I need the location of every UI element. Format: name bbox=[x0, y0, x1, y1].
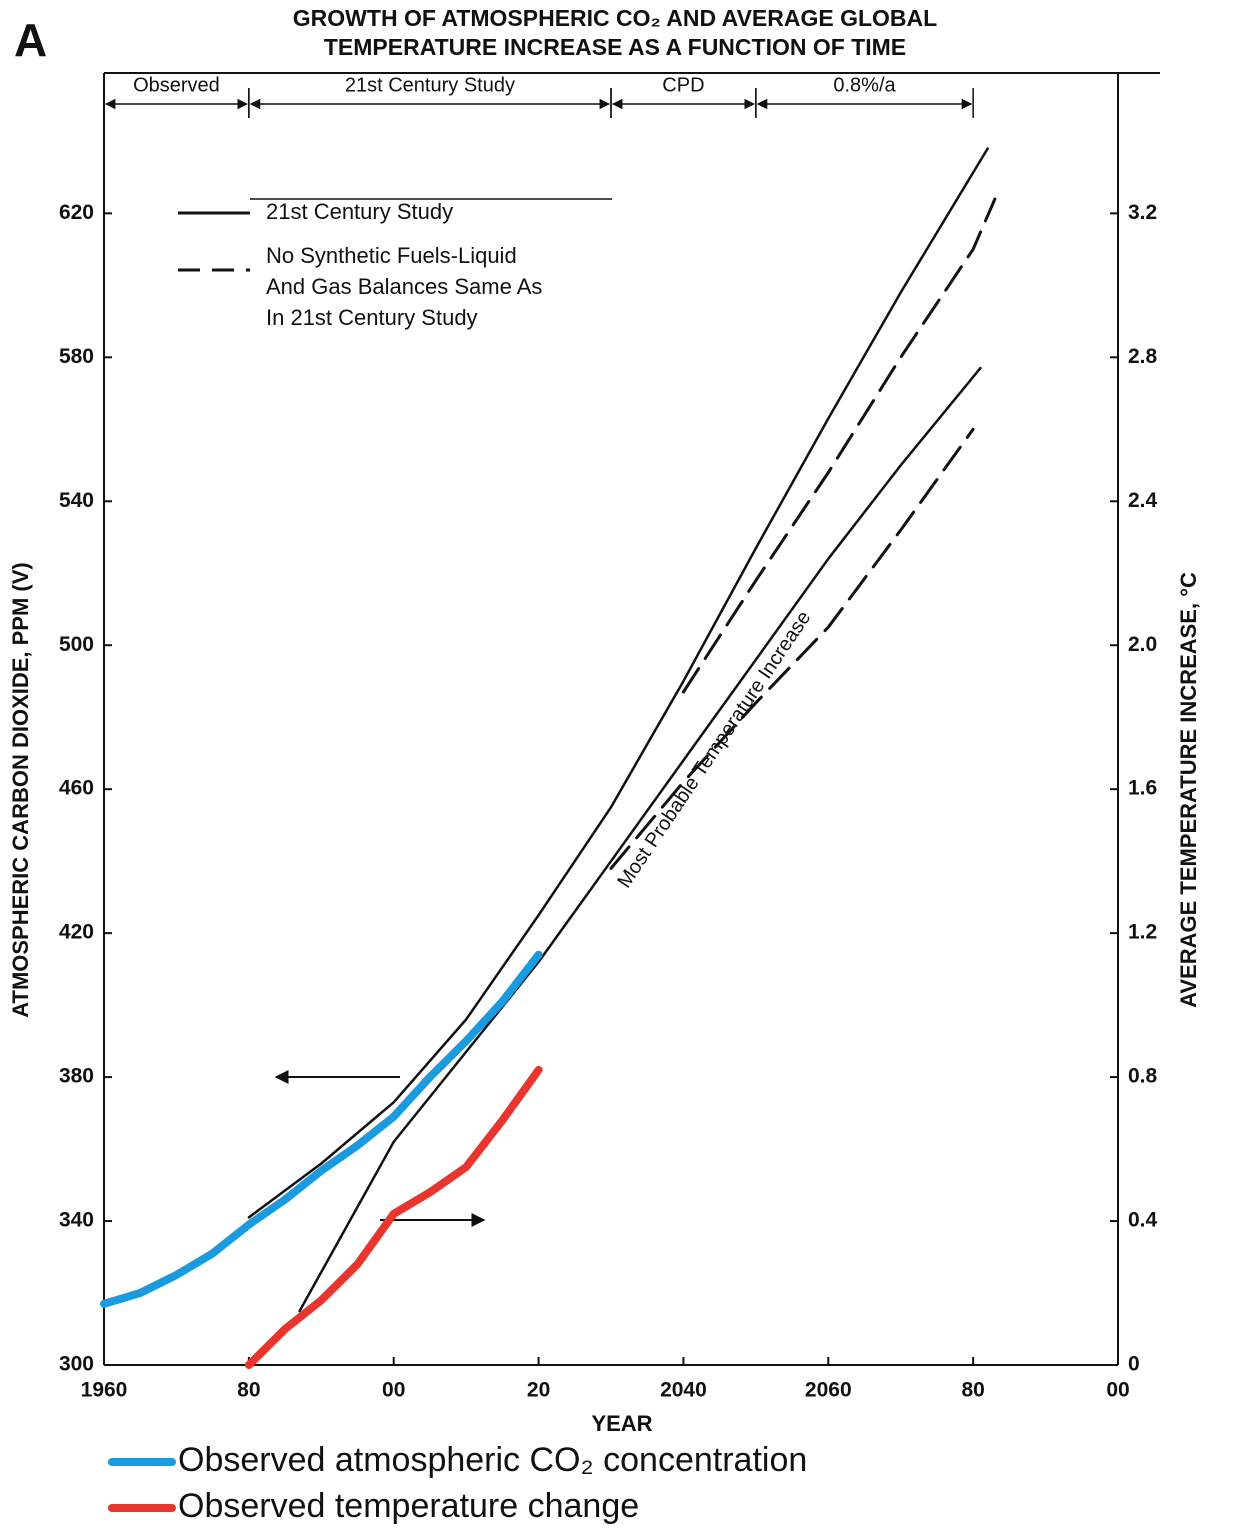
y-tick-label: 580 bbox=[59, 345, 94, 368]
y2-tick-label: 2.4 bbox=[1128, 489, 1158, 512]
legend-label: No Synthetic Fuels-Liquid And Gas Balance… bbox=[266, 243, 542, 330]
panel-label: A bbox=[14, 14, 47, 66]
y-axis-label: ATMOSPHERIC CARBON DIOXIDE, PPM (V) bbox=[8, 562, 33, 1018]
series-line bbox=[244, 1065, 543, 1369]
y-tick-label: 300 bbox=[59, 1353, 94, 1376]
y-tick-label: 340 bbox=[59, 1209, 94, 1232]
x-axis-label: YEAR bbox=[591, 1411, 652, 1436]
series-line bbox=[298, 366, 982, 1313]
y-tick-label: 540 bbox=[59, 489, 94, 512]
y2-tick-label: 0.4 bbox=[1128, 1209, 1158, 1232]
series-line bbox=[681, 197, 997, 694]
period-label-bg bbox=[825, 74, 904, 98]
y-tick-label: 420 bbox=[59, 921, 94, 944]
period-label-bg bbox=[124, 74, 229, 98]
y-tick-label: 620 bbox=[59, 201, 94, 224]
series-line bbox=[609, 427, 975, 870]
x-tick-label: 2040 bbox=[660, 1379, 707, 1402]
series-line bbox=[100, 950, 543, 1308]
y2-tick-label: 1.6 bbox=[1128, 777, 1157, 800]
y2-tick-label: 0 bbox=[1128, 1353, 1140, 1376]
period-label-bg bbox=[663, 74, 703, 98]
series-line bbox=[247, 147, 989, 1219]
x-tick-label: 80 bbox=[961, 1379, 984, 1402]
period-label-bg bbox=[312, 74, 547, 98]
legend-label: 21st Century Study bbox=[266, 199, 453, 224]
y2-tick-label: 0.8 bbox=[1128, 1065, 1158, 1088]
y-tick-label: 500 bbox=[59, 633, 94, 656]
x-tick-label: 1960 bbox=[81, 1379, 128, 1402]
y-tick-label: 460 bbox=[59, 777, 94, 800]
x-tick-label: 80 bbox=[237, 1379, 260, 1402]
y2-axis-label: AVERAGE TEMPERATURE INCREASE, °C bbox=[1176, 572, 1201, 1008]
x-tick-label: 00 bbox=[382, 1379, 405, 1402]
x-tick-label: 2060 bbox=[805, 1379, 852, 1402]
period-label: CPD bbox=[662, 74, 704, 96]
y2-tick-label: 3.2 bbox=[1128, 201, 1157, 224]
chart-title: TEMPERATURE INCREASE AS A FUNCTION OF TI… bbox=[324, 34, 906, 60]
chart-title: GROWTH OF ATMOSPHERIC CO₂ AND AVERAGE GL… bbox=[293, 5, 937, 31]
period-label: Observed bbox=[133, 74, 220, 96]
y-tick-label: 380 bbox=[59, 1065, 94, 1088]
legend-label: Observed temperature change bbox=[178, 1487, 639, 1525]
legend-label: Observed atmospheric CO₂ concentration bbox=[178, 1441, 807, 1479]
y2-tick-label: 2.0 bbox=[1128, 633, 1157, 656]
x-tick-label: 00 bbox=[1106, 1379, 1129, 1402]
x-tick-label: 20 bbox=[527, 1379, 550, 1402]
y2-tick-label: 2.8 bbox=[1128, 345, 1158, 368]
period-label: 0.8%/a bbox=[833, 74, 896, 96]
y2-tick-label: 1.2 bbox=[1128, 921, 1157, 944]
period-label: 21st Century Study bbox=[345, 74, 515, 96]
